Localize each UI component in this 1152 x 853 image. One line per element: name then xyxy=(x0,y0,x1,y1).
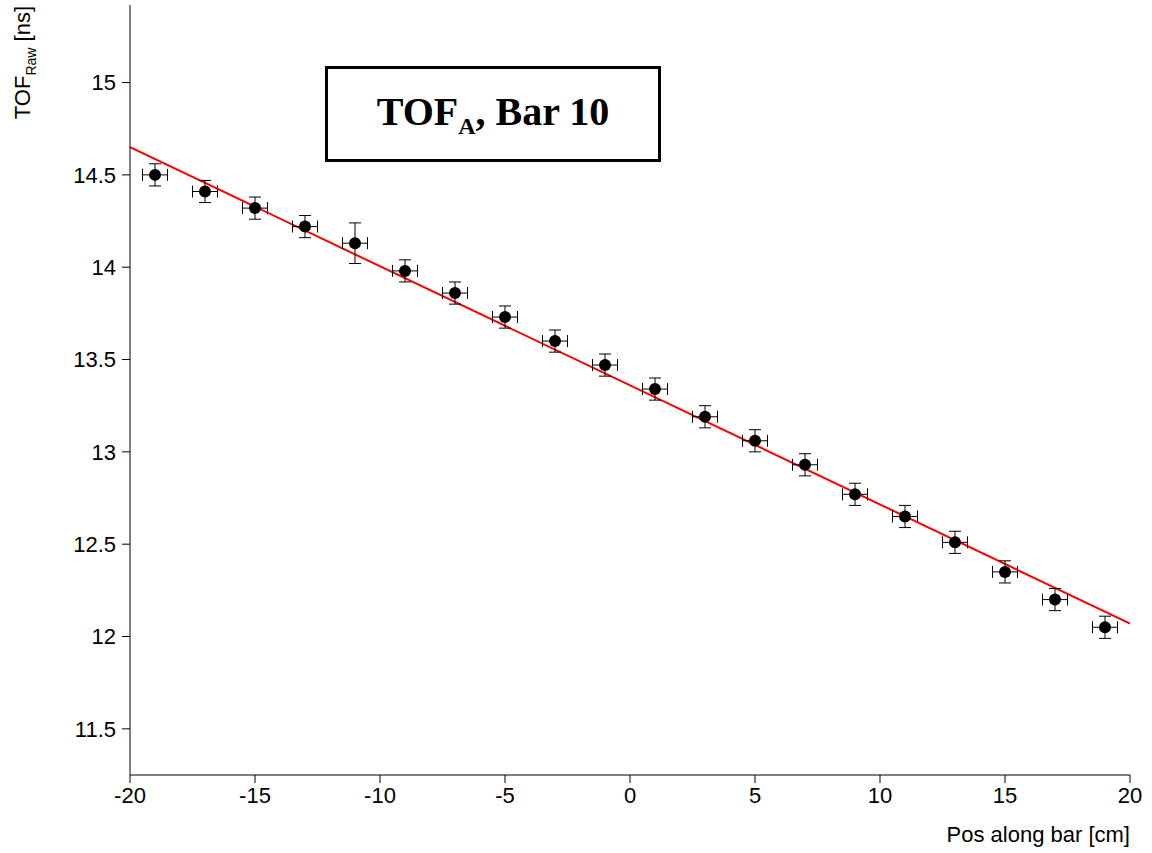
svg-text:10: 10 xyxy=(868,783,892,808)
svg-text:20: 20 xyxy=(1118,783,1142,808)
svg-text:12: 12 xyxy=(92,624,116,649)
svg-text:0: 0 xyxy=(624,783,636,808)
svg-text:Pos along bar [cm]: Pos along bar [cm] xyxy=(947,822,1130,847)
svg-text:14.5: 14.5 xyxy=(73,163,116,188)
svg-text:11.5: 11.5 xyxy=(75,717,116,742)
svg-text:-5: -5 xyxy=(495,783,515,808)
svg-text:-20: -20 xyxy=(114,783,146,808)
html-text:TOFA, Bar 10: TOFA, Bar 10 xyxy=(376,89,610,139)
svg-text:14: 14 xyxy=(92,255,116,280)
svg-text:13: 13 xyxy=(92,440,116,465)
svg-text:15: 15 xyxy=(993,783,1017,808)
svg-text:12.5: 12.5 xyxy=(73,532,116,557)
svg-text:13.5: 13.5 xyxy=(73,347,116,372)
svg-text:-15: -15 xyxy=(239,783,271,808)
svg-text:TOFRaw [ns]: TOFRaw [ns] xyxy=(10,6,39,119)
svg-text:-10: -10 xyxy=(364,783,396,808)
svg-text:15: 15 xyxy=(92,70,116,95)
svg-text:5: 5 xyxy=(749,783,761,808)
